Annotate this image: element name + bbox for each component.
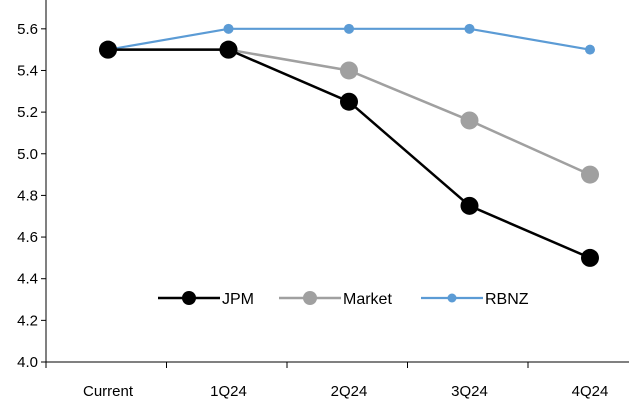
data-point-rbnz [464,23,475,34]
y-tick-label: 4.2 [17,312,38,329]
y-tick-label: 5.4 [17,62,38,79]
data-point-jpm [99,40,117,59]
data-point-market [340,61,358,80]
legend-label-market: Market [343,291,392,308]
legend-marker-jpm [182,291,196,305]
series-line-jpm [108,48,591,260]
chart-legend: JPM Market RBNZ [158,291,529,308]
y-tick-label: 4.6 [17,229,38,246]
y-tick-label: 4.8 [17,187,38,204]
legend-marker-rbnz [447,293,457,303]
y-tick-label: 5.6 [17,21,38,38]
data-point-jpm [460,196,479,215]
data-point-rbnz [585,44,595,55]
x-tick-label: 1Q24 [210,383,247,400]
legend-label-rbnz: RBNZ [485,291,529,308]
data-point-jpm [581,248,599,267]
x-tick-label: 4Q24 [572,383,609,400]
data-point-jpm [340,92,358,111]
x-tick-label: 3Q24 [451,383,488,400]
legend-label-jpm: JPM [222,291,254,308]
legend-marker-market [303,291,317,305]
chart-series [99,23,599,267]
x-tick-label: Current [83,383,134,400]
data-point-market [581,165,599,184]
y-tick-label: 5.2 [17,104,38,121]
y-tick-label: 4.4 [17,271,38,288]
chart-axes: 4.0 4.2 4.4 4.6 4.8 5.0 5.2 5.4 5.6 Current 1Q24 2Q… [17,0,629,400]
y-tick-label: 4.0 [17,354,38,371]
data-point-rbnz [344,23,354,34]
data-point-market [460,111,479,130]
y-tick-label: 5.0 [17,146,38,163]
x-tick-label: 2Q24 [331,383,368,400]
data-point-rbnz [223,23,234,34]
data-point-jpm [219,40,238,59]
